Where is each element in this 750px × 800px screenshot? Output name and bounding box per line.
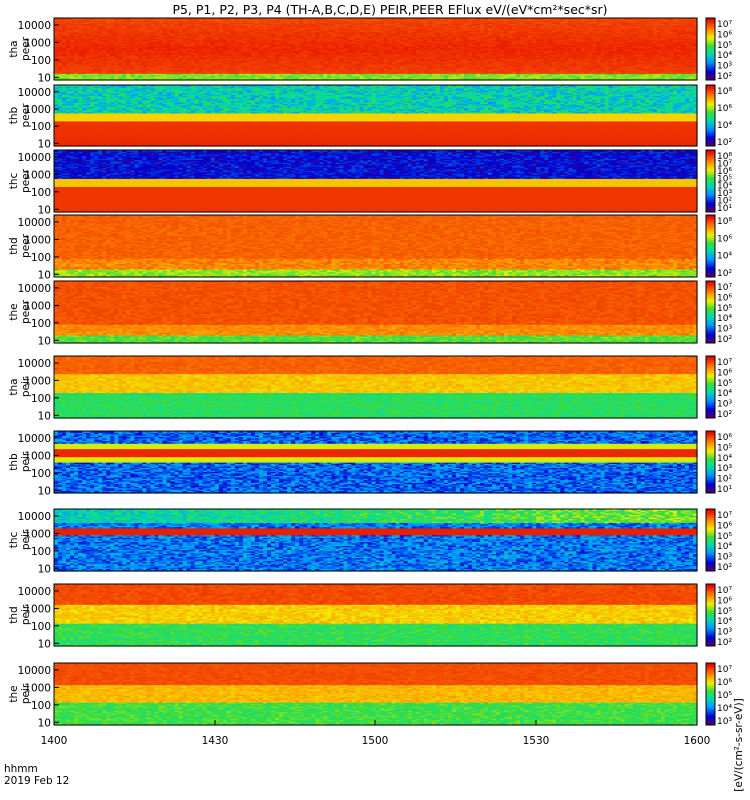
spectrogram-image — [54, 18, 698, 81]
chart-title: P5, P1, P2, P3, P4 (TH-A,B,C,D,E) PEIR,P… — [172, 2, 607, 17]
spectrogram-panels: 10100100010000thapeer10⁷10⁶10⁵10⁴10³10²1… — [8, 18, 732, 729]
themis-spectrogram-figure: P5, P1, P2, P3, P4 (TH-A,B,C,D,E) PEIR,P… — [0, 0, 750, 800]
